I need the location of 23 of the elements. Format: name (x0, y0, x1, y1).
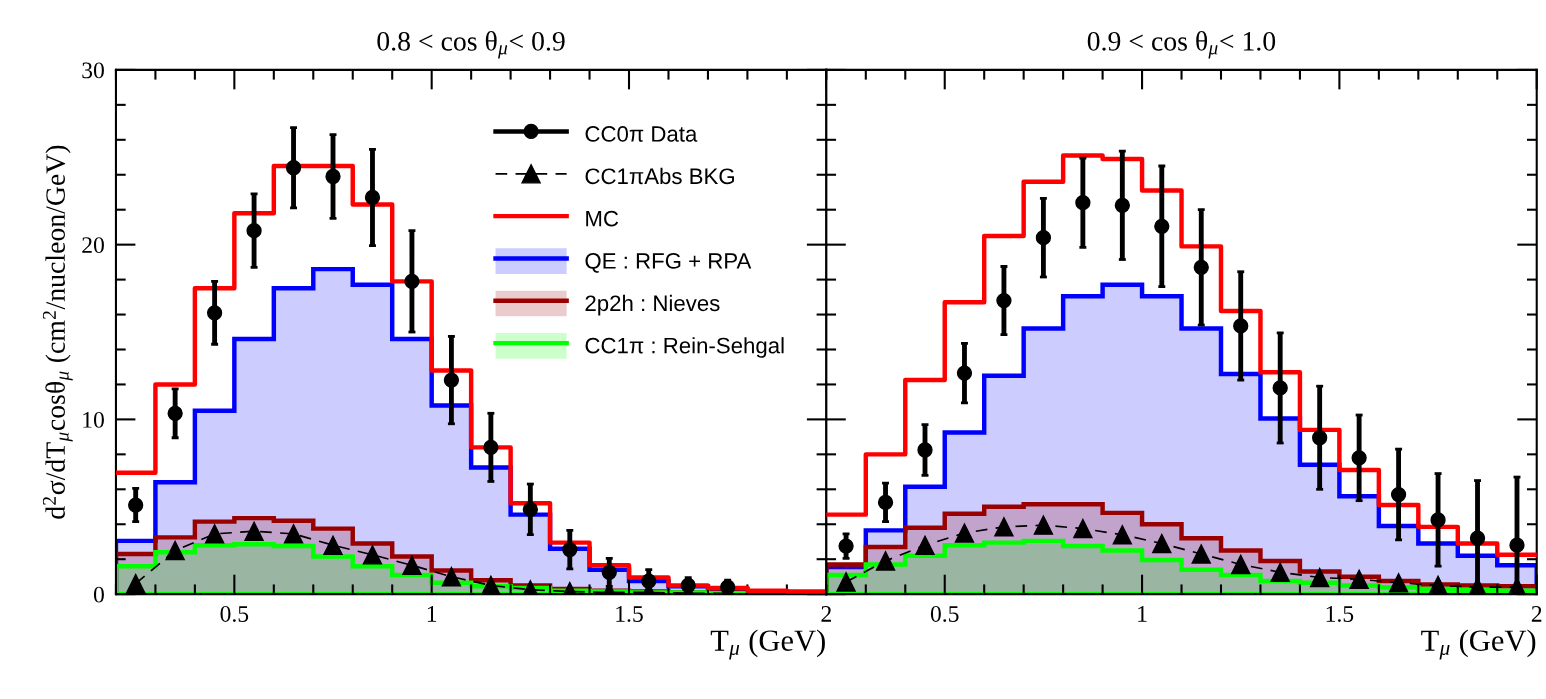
legend-label: CC1πAbs BKG (585, 167, 734, 185)
legend-label: MC (586, 210, 619, 227)
x-tick-label: 0.5 (220, 605, 249, 622)
legend-label: CC1π : Rein-Sehgal (585, 337, 784, 358)
x-tick-label: 2 (1531, 606, 1542, 622)
x-axis-title: T$_{μ}$ (GeV) (1421, 629, 1536, 660)
y-tick-label: 30 (82, 62, 104, 79)
y-tick-label: 0 (93, 586, 104, 603)
x-tick-label: 1 (427, 606, 437, 622)
chart-title: 0.8 < cos θ$_{μ}$< 0.9 (377, 31, 565, 59)
x-tick-label: 1 (1138, 606, 1147, 622)
chart-title: 0.9 < cos θ$_{μ}$< 1.0 (1087, 31, 1276, 59)
y-tick-label: 20 (82, 237, 104, 254)
x-tick-label: 0.5 (930, 605, 959, 622)
x-axis-title: T$_{μ}$ (GeV) (710, 629, 825, 660)
x-tick-label: 1.5 (616, 606, 643, 622)
text: d$^{2}$σ/dT$_{μ}$cosθ$_{μ}$ (cm$^{2}$/nucleon/GeV) (42, 145, 73, 519)
x-tick-label: 1.5 (1326, 606, 1354, 622)
legend-label: CC0π Data (585, 126, 698, 142)
y-tick-label: 10 (83, 411, 104, 428)
legend-label: QE : RFG + RPA (585, 253, 752, 273)
legend-label: 2p2h : Nieves (585, 294, 720, 316)
x-tick-label: 2 (821, 606, 831, 622)
